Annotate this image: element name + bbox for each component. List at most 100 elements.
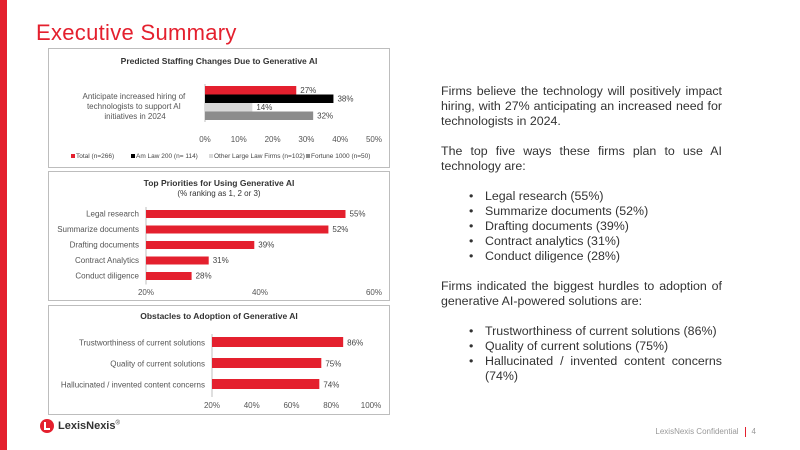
category-label: Anticipate increased hiring of technolog… [83,92,188,121]
category-label: Hallucinated / invented content concerns [61,381,205,390]
list-item: • Contract analytics (31%) [441,234,722,249]
uses-list: • Legal research (55%) • Summarize document… [441,189,722,264]
bar [205,111,314,120]
data-label: 52% [332,225,348,234]
bar [205,94,334,103]
list-item: • Trustworthiness of current solutions (8… [441,324,722,339]
bar [212,379,320,389]
tick-label: 0% [199,135,211,144]
data-label: 38% [337,95,353,104]
data-label: 28% [196,272,212,281]
legend-label: Other Large Law Firms (n=102) [214,153,305,160]
chart-title: Top Priorities for Using Generative AI [144,178,295,188]
list-item-text: Trustworthiness of current solutions (86… [485,324,717,338]
tick-label: 20% [265,135,281,144]
tick-label: 10% [231,135,247,144]
obstacles-chart-panel: Obstacles to Adoption of Generative AI T… [48,305,390,415]
data-label: 74% [323,381,339,390]
bar [146,210,346,218]
list-item: • Legal research (55%) [441,189,722,204]
chart-title: Predicted Staffing Changes Due to Genera… [121,56,318,66]
bullet-icon: • [469,354,474,368]
list-item: • Summarize documents (52%) [441,204,722,219]
paragraph-hiring: Firms believe the technology will positi… [441,84,722,128]
tick-label: 30% [298,135,314,144]
bullet-icon: • [469,189,474,203]
tick-label: 50% [366,135,382,144]
hurdles-list: • Trustworthiness of current solutions (8… [441,324,722,384]
bar [146,241,255,249]
bar [212,358,322,368]
legend-swatch [209,154,213,158]
chart-subtitle: (% ranking as 1, 2 or 3) [177,189,260,198]
tick-label: 20% [204,401,220,410]
tick-label: 40% [244,401,260,410]
tick-label: 40% [252,288,268,297]
data-label: 55% [350,210,366,219]
tick-label: 60% [366,288,382,297]
confidential-label: LexisNexis Confidential [655,427,739,437]
data-label: 32% [317,112,333,121]
bar [146,272,192,280]
data-label: 86% [347,339,363,348]
category-label: Drafting documents [70,241,139,250]
list-item-text: Quality of current solutions (75%) [485,339,669,353]
category-label: Conduct diligence [75,272,139,281]
list-item-text: Contract analytics (31%) [485,234,620,248]
obstacles-chart: Obstacles to Adoption of Generative AI T… [61,311,381,410]
category-label: Legal research [86,210,139,219]
left-accent-bar [0,0,7,450]
legend-swatch [306,154,310,158]
category-label: Trustworthiness of current solutions [79,339,205,348]
list-item: • Conduct diligence (28%) [441,249,722,264]
footer-divider [744,427,746,437]
tick-label: 80% [323,401,339,410]
summary-text: Firms believe the technology will positi… [441,84,722,399]
list-item-text: Legal research (55%) [485,189,604,203]
page-title: Executive Summary [36,20,237,45]
list-item-text: Hallucinated / invented content concerns… [485,354,722,383]
data-label: 39% [258,241,274,250]
legend-label: Total (n=266) [76,153,114,160]
paragraph-hurdles-intro: Firms indicated the biggest hurdles to a… [441,279,722,308]
bar [146,225,329,234]
legend-label: Fortune 1000 (n=50) [311,153,370,160]
list-item: • Drafting documents (39%) [441,219,722,234]
bar [212,337,344,347]
data-label: 14% [256,103,272,112]
bar [205,86,297,95]
tick-label: 60% [283,401,299,410]
logo-icon [40,419,54,433]
bar [146,256,209,265]
bullet-icon: • [469,219,474,233]
category-label: Summarize documents [57,225,139,234]
legend-swatch [131,154,135,158]
data-label: 27% [300,86,316,95]
priorities-chart: Top Priorities for Using Generative AI (… [57,178,382,297]
bullet-icon: • [469,204,474,218]
paragraph-uses-intro: The top five ways these firms plan to us… [441,144,722,173]
tick-label: 100% [361,401,381,410]
list-item-text: Conduct diligence (28%) [485,249,620,263]
chart-title: Obstacles to Adoption of Generative AI [140,311,298,321]
bullet-icon: • [469,234,474,248]
legend-label: Am Law 200 (n= 114) [136,153,198,160]
tick-label: 40% [332,135,348,144]
category-label: Quality of current solutions [110,360,205,369]
footer: LexisNexis Confidential 4 [655,427,756,437]
data-label: 31% [213,256,229,265]
lexisnexis-logo: LexisNexis® [40,417,120,435]
list-item: • Hallucinated / invented content concern… [441,354,722,384]
list-item-text: Summarize documents (52%) [485,204,649,218]
list-item-text: Drafting documents (39%) [485,219,629,233]
tick-label: 20% [138,288,154,297]
staffing-chart: Predicted Staffing Changes Due to Genera… [71,56,382,160]
data-label: 75% [325,360,341,369]
bullet-icon: • [469,339,474,353]
page-number: 4 [751,427,756,437]
bar [205,103,253,112]
bullet-icon: • [469,324,474,338]
logo-wordmark: LexisNexis® [58,420,120,432]
category-label: Contract Analytics [75,256,139,265]
list-item: • Quality of current solutions (75%) [441,339,722,354]
